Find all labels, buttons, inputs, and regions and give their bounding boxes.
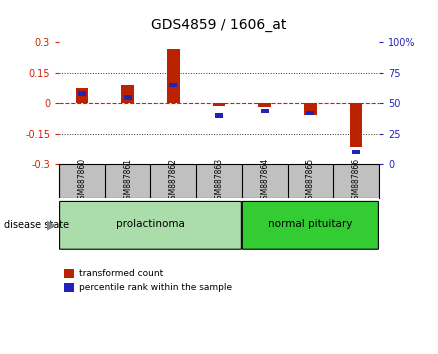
Text: prolactinoma: prolactinoma: [116, 219, 185, 229]
Text: ▶: ▶: [47, 218, 57, 231]
Bar: [167, 48, 180, 103]
Text: GSM887866: GSM887866: [352, 158, 360, 204]
Bar: [78, 91, 86, 96]
Bar: [124, 95, 132, 99]
Bar: [352, 150, 360, 154]
Bar: [261, 109, 269, 113]
Text: GDS4859 / 1606_at: GDS4859 / 1606_at: [151, 18, 287, 32]
Text: disease state: disease state: [4, 220, 70, 230]
Text: normal pituitary: normal pituitary: [268, 219, 353, 229]
Bar: [306, 111, 314, 115]
Text: transformed count: transformed count: [79, 269, 163, 278]
Text: GSM887862: GSM887862: [169, 158, 178, 204]
FancyBboxPatch shape: [242, 201, 378, 249]
Text: GSM887864: GSM887864: [260, 158, 269, 204]
Bar: [121, 85, 134, 103]
Bar: [304, 103, 317, 115]
FancyBboxPatch shape: [60, 201, 241, 249]
Text: percentile rank within the sample: percentile rank within the sample: [79, 283, 232, 292]
Text: GSM887860: GSM887860: [78, 158, 86, 204]
Text: GSM887865: GSM887865: [306, 158, 315, 204]
Bar: [215, 113, 223, 118]
Bar: [169, 83, 177, 87]
Text: GSM887861: GSM887861: [123, 158, 132, 204]
Text: GSM887863: GSM887863: [215, 158, 223, 204]
Bar: [76, 88, 88, 103]
Bar: [258, 103, 271, 107]
Bar: [350, 103, 362, 147]
Bar: [212, 103, 226, 106]
